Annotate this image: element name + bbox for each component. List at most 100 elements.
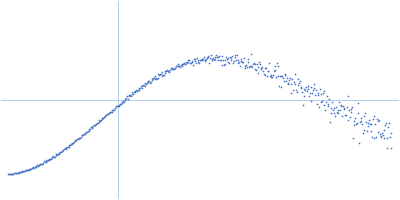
Point	[374, 119, 381, 122]
Point	[383, 121, 389, 125]
Point	[127, 93, 133, 96]
Point	[284, 81, 291, 84]
Point	[317, 87, 323, 90]
Point	[344, 105, 350, 108]
Point	[120, 99, 126, 103]
Point	[218, 63, 225, 66]
Point	[263, 66, 269, 70]
Point	[28, 167, 34, 170]
Point	[369, 135, 375, 139]
Point	[173, 64, 179, 68]
Point	[319, 100, 325, 103]
Point	[205, 55, 212, 59]
Point	[227, 55, 233, 59]
Point	[218, 58, 224, 61]
Point	[168, 68, 175, 71]
Point	[32, 165, 38, 169]
Point	[271, 68, 278, 71]
Point	[144, 81, 150, 84]
Point	[53, 153, 60, 156]
Point	[310, 89, 316, 92]
Point	[188, 61, 194, 65]
Point	[356, 141, 362, 144]
Point	[18, 170, 25, 173]
Point	[168, 67, 174, 70]
Point	[345, 118, 352, 121]
Point	[135, 88, 142, 91]
Point	[69, 142, 76, 145]
Point	[202, 60, 208, 63]
Point	[156, 73, 162, 76]
Point	[292, 82, 298, 85]
Point	[191, 57, 197, 60]
Point	[231, 56, 238, 59]
Point	[192, 58, 198, 61]
Point	[165, 69, 172, 72]
Point	[357, 116, 364, 119]
Point	[279, 75, 286, 78]
Point	[216, 55, 222, 58]
Point	[240, 61, 246, 64]
Point	[73, 138, 80, 142]
Point	[324, 103, 331, 106]
Point	[352, 117, 358, 120]
Point	[41, 160, 47, 163]
Point	[288, 91, 295, 94]
Point	[142, 84, 148, 88]
Point	[312, 93, 318, 97]
Point	[94, 121, 101, 124]
Point	[35, 164, 41, 167]
Point	[124, 97, 131, 100]
Point	[45, 158, 52, 161]
Point	[6, 172, 13, 176]
Point	[23, 169, 30, 172]
Point	[342, 113, 348, 116]
Point	[102, 114, 109, 117]
Point	[174, 65, 180, 68]
Point	[244, 65, 250, 69]
Point	[60, 149, 66, 152]
Point	[213, 54, 219, 57]
Point	[250, 61, 257, 64]
Point	[32, 165, 39, 168]
Point	[109, 108, 116, 111]
Point	[63, 146, 70, 149]
Point	[301, 87, 308, 90]
Point	[134, 89, 141, 92]
Point	[149, 78, 156, 81]
Point	[368, 123, 374, 126]
Point	[108, 110, 114, 114]
Point	[221, 62, 228, 65]
Point	[62, 147, 69, 150]
Point	[31, 166, 37, 169]
Point	[234, 54, 240, 57]
Point	[384, 146, 391, 150]
Point	[212, 57, 218, 60]
Point	[130, 93, 136, 96]
Point	[260, 69, 266, 73]
Point	[380, 129, 387, 132]
Point	[291, 72, 298, 76]
Point	[189, 60, 196, 63]
Point	[329, 101, 335, 104]
Point	[174, 62, 181, 65]
Point	[372, 122, 378, 126]
Point	[228, 57, 234, 60]
Point	[370, 115, 377, 118]
Point	[302, 88, 308, 92]
Point	[208, 57, 215, 60]
Point	[48, 157, 54, 160]
Point	[224, 56, 231, 60]
Point	[91, 123, 97, 127]
Point	[75, 137, 82, 140]
Point	[54, 153, 60, 156]
Point	[106, 111, 112, 114]
Point	[55, 152, 62, 155]
Point	[248, 52, 254, 56]
Point	[40, 161, 46, 164]
Point	[262, 73, 268, 77]
Point	[88, 126, 95, 129]
Point	[364, 129, 370, 132]
Point	[15, 171, 21, 174]
Point	[12, 171, 18, 175]
